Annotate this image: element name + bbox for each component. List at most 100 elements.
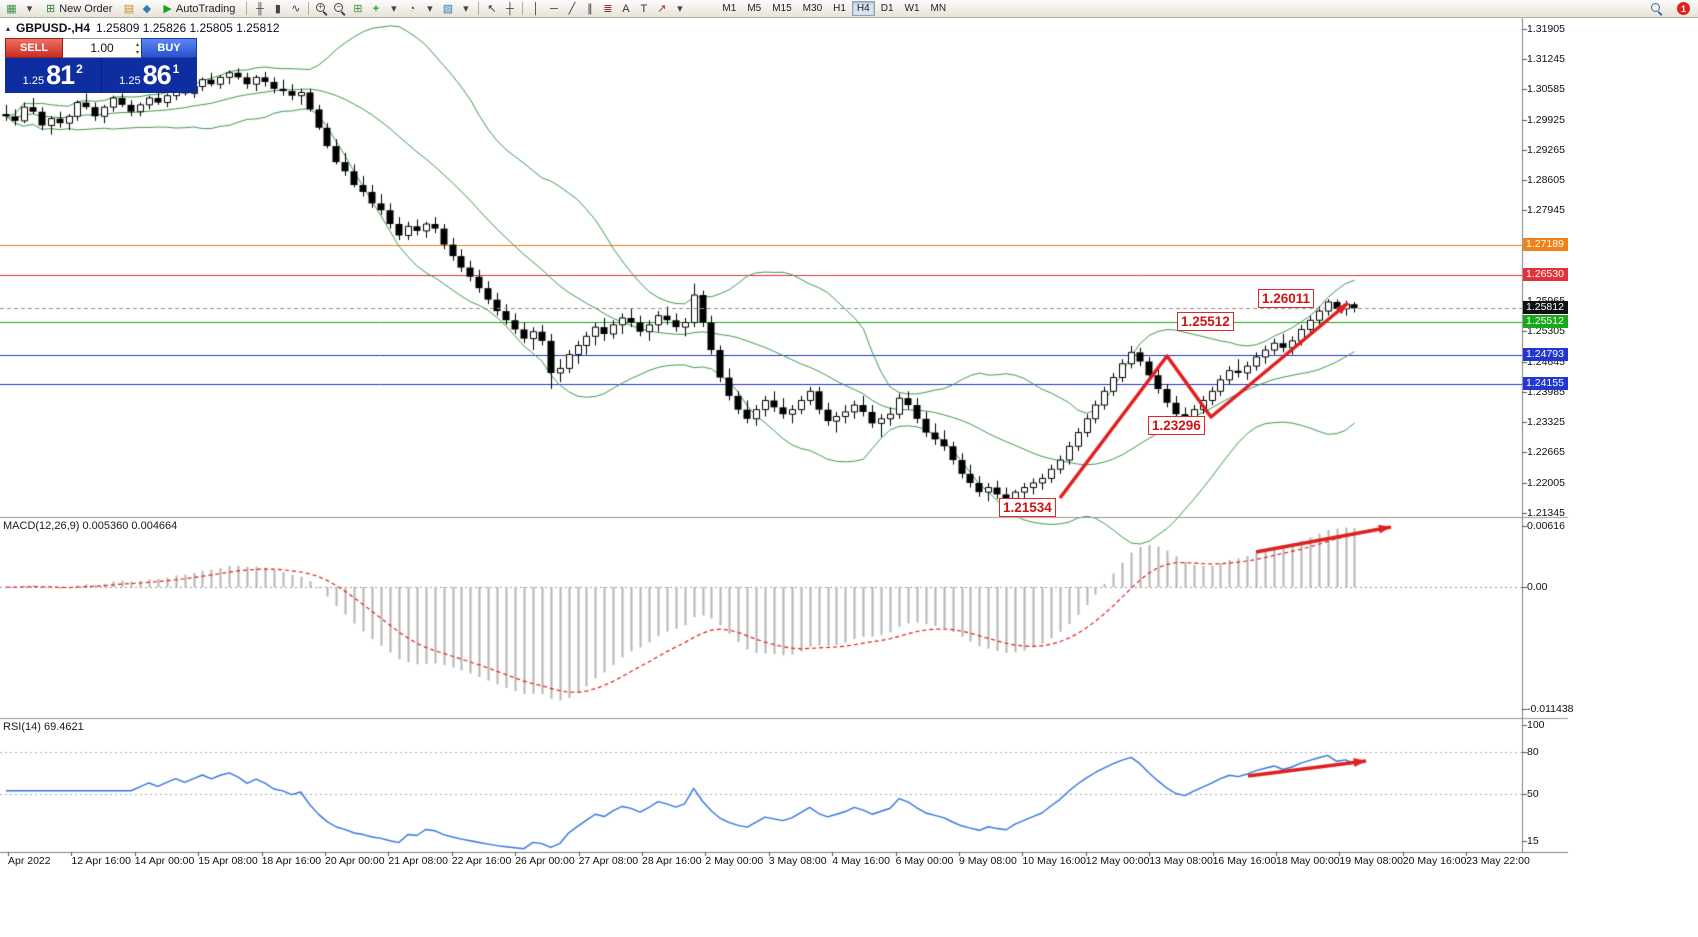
toolbar-left-group: ▦ ▾ ⊞ New Order ▤ ◆ ▶ AutoTrading ╫ ▮ ∿ + − ⊞ + ▾ ◔ ▾ ▧ ▾ ↖ ┼… [3, 1, 688, 17]
timeframe-button-m5[interactable]: M5 [742, 1, 766, 16]
sell-price-display[interactable]: 1.25 81 2 [5, 58, 101, 93]
time-axis-label: Apr 2022 [8, 855, 51, 867]
price-axis-label: 1.29265 [1527, 144, 1565, 156]
indicators-dropdown-icon[interactable]: ▾ [391, 3, 397, 15]
one-click-top-row: SELL 1.00 ▴ ▾ BUY [5, 38, 197, 58]
price-annotation-box[interactable]: 1.25512 [1177, 312, 1234, 331]
macd-indicator-header: MACD(12,26,9) 0.005360 0.004664 [3, 520, 178, 532]
horizontal-line-icon[interactable]: ─ [550, 2, 558, 15]
period-icon[interactable]: ◔ [408, 2, 416, 15]
charts-grid-icon[interactable]: ▦ [6, 3, 17, 15]
price-axis-label: 1.29925 [1527, 114, 1565, 126]
channel-icon[interactable]: ∥ [587, 3, 593, 15]
time-axis-label: 16 May 16:00 [1212, 855, 1277, 867]
time-axis-label: 27 Apr 08:00 [578, 855, 639, 867]
one-click-quote-row: 1.25 81 2 1.25 86 1 [5, 58, 197, 93]
price-axis-label: 1.31245 [1527, 53, 1565, 65]
crosshair-icon[interactable]: ┼ [506, 2, 514, 15]
timeframe-button-h1[interactable]: H1 [828, 1, 851, 16]
price-annotation-box[interactable]: 1.26011 [1258, 289, 1315, 308]
bar-chart-icon[interactable]: ╫ [256, 2, 264, 15]
rsi-axis-label: 50 [1527, 788, 1539, 800]
trendline-icon[interactable]: ╱ [568, 3, 576, 15]
sell-price-pips: 81 [46, 60, 75, 90]
red-resistance-tag[interactable]: 1.26530 [1523, 268, 1568, 281]
blue-level-tag-1[interactable]: 1.24793 [1523, 348, 1568, 361]
new-order-button-icon: ⊞ [46, 3, 56, 15]
toolbar: ▦ ▾ ⊞ New Order ▤ ◆ ▶ AutoTrading ╫ ▮ ∿ + − ⊞ + ▾ ◔ ▾ ▧ ▾ ↖ ┼… [0, 0, 1698, 18]
buy-price-pipette: 1 [172, 62, 180, 76]
price-axis-label: 1.27945 [1527, 204, 1565, 216]
navigator-icon[interactable]: ◆ [142, 3, 152, 15]
volume-field[interactable]: 1.00 ▴ ▾ [63, 38, 141, 58]
price-axis-label: 1.31905 [1527, 23, 1565, 35]
line-chart-icon[interactable]: ∿ [291, 3, 301, 15]
green-support-tag[interactable]: 1.25512 [1523, 315, 1568, 328]
objects-dropdown-icon[interactable]: ▾ [677, 3, 683, 15]
time-axis-label: 14 Apr 00:00 [134, 855, 195, 867]
timeframe-button-h4[interactable]: H4 [851, 1, 875, 16]
sell-button[interactable]: SELL [5, 38, 63, 58]
price-annotation-box[interactable]: 1.21534 [999, 498, 1056, 517]
rsi-axis-label: 15 [1527, 835, 1539, 847]
time-axis-label: 12 May 00:00 [1085, 855, 1150, 867]
cursor-icon[interactable]: ↖ [487, 3, 497, 15]
text-label-icon[interactable]: T [640, 2, 648, 15]
indicators-icon[interactable]: + [372, 2, 380, 15]
vertical-line-icon[interactable]: │ [532, 2, 540, 15]
time-axis-label: 4 May 16:00 [832, 855, 890, 867]
timeframe-group: M1 M5 M15 M30 H1 H4 D1 W1 MN [717, 1, 951, 16]
collapse-triangle-icon[interactable]: ▴ [6, 23, 11, 33]
volume-down-icon[interactable]: ▾ [135, 50, 139, 56]
timeframe-button-m30[interactable]: M30 [798, 1, 827, 16]
time-axis-label: 28 Apr 16:00 [642, 855, 702, 867]
price-axis-label: 1.23325 [1527, 416, 1565, 428]
macd-axis-label: 0.00 [1527, 581, 1548, 593]
buy-button[interactable]: BUY [141, 38, 197, 58]
timeframe-button-m15[interactable]: M15 [767, 1, 796, 16]
timeframe-button-w1[interactable]: W1 [900, 1, 925, 16]
orange-resistance-tag[interactable]: 1.27189 [1523, 238, 1568, 251]
ohlc-values: 1.25809 1.25826 1.25805 1.25812 [96, 21, 280, 35]
price-annotation-box[interactable]: 1.23296 [1148, 416, 1205, 435]
time-axis-label: 18 Apr 16:00 [261, 855, 322, 867]
buy-price-display[interactable]: 1.25 86 1 [100, 58, 198, 93]
charts-dropdown-icon[interactable]: ▾ [26, 3, 33, 15]
text-icon[interactable]: A [622, 2, 630, 15]
arrows-icon[interactable]: ↗ [657, 3, 667, 15]
template-dropdown-icon[interactable]: ▾ [463, 3, 469, 15]
timeframe-button-d1[interactable]: D1 [876, 1, 899, 16]
time-axis-label: 22 Apr 16:00 [451, 855, 512, 867]
macd-axis-label: -0.011438 [1527, 703, 1574, 715]
fibonacci-icon[interactable]: ≣ [603, 3, 613, 15]
time-axis-label: 26 Apr 00:00 [515, 855, 575, 867]
market-watch-icon[interactable]: ▤ [123, 3, 135, 15]
new-order-button[interactable]: ⊞ New Order [39, 1, 119, 17]
notification-badge[interactable]: 1 [1677, 2, 1690, 15]
time-axis-label: 2 May 00:00 [705, 855, 764, 867]
candlestick-chart-icon[interactable]: ▮ [274, 3, 281, 15]
search-icon[interactable] [1650, 2, 1663, 15]
chart-title: ▴ GBPUSD-,H4 1.25809 1.25826 1.25805 1.2… [6, 21, 280, 35]
current-price-tag[interactable]: 1.25812 [1523, 301, 1568, 314]
timeframe-button-m1[interactable]: M1 [717, 1, 741, 16]
period-dropdown-icon[interactable]: ▾ [427, 3, 433, 15]
timeframe-button-mn[interactable]: MN [926, 1, 952, 16]
price-axis-label: 1.28605 [1527, 174, 1565, 186]
time-axis-label: 19 May 08:00 [1339, 855, 1404, 867]
blue-level-tag-2[interactable]: 1.24155 [1523, 377, 1568, 390]
volume-spinner[interactable]: ▴ ▾ [136, 41, 139, 57]
volume-up-icon[interactable]: ▴ [135, 42, 139, 48]
sell-price-pipette: 2 [76, 62, 83, 76]
zoom-out-icon[interactable]: − [331, 1, 348, 16]
autotrading-button[interactable]: ▶ AutoTrading [156, 1, 242, 17]
template-icon[interactable]: ▧ [442, 3, 454, 15]
zoom-in-icon[interactable]: + [313, 1, 330, 16]
time-axis-label: 12 Apr 16:00 [71, 855, 131, 867]
toolbar-separator [522, 2, 524, 15]
time-axis-label: 20 May 16:00 [1402, 855, 1467, 867]
toolbar-right-group: 1 [1650, 2, 1695, 15]
tile-windows-icon[interactable]: ⊞ [353, 3, 363, 15]
